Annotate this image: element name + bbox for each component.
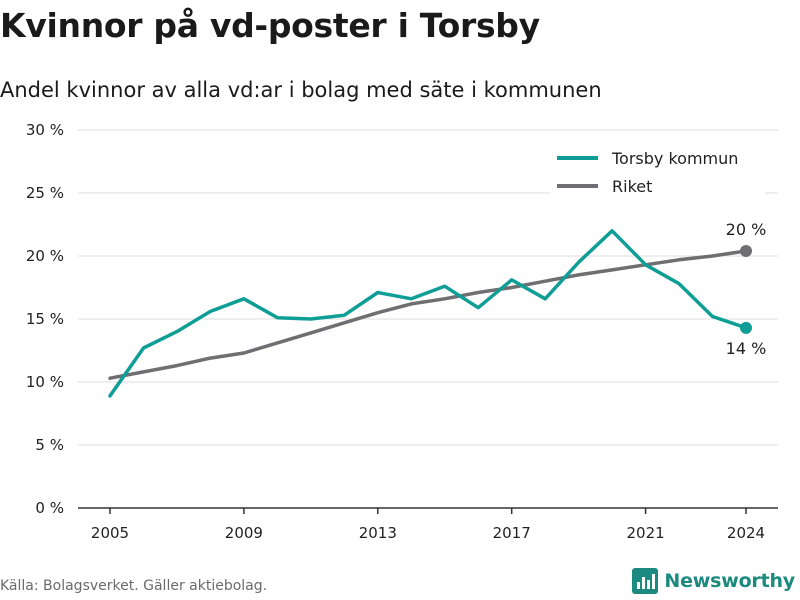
x-tick-label: 2013 — [359, 524, 397, 542]
y-tick-label: 20 % — [26, 247, 64, 265]
y-tick-label: 5 % — [35, 436, 64, 454]
legend-label: Torsby kommun — [611, 149, 738, 168]
legend: Torsby kommun Riket — [550, 142, 765, 198]
grid-lines — [78, 129, 778, 446]
legend-label: Riket — [612, 177, 652, 196]
series-line-riket — [108, 249, 748, 380]
newsworthy-logo-icon — [632, 568, 659, 594]
y-tick-label: 15 % — [26, 310, 64, 328]
x-tick-label: 2017 — [493, 524, 531, 542]
brand-name: Newsworthy — [664, 570, 795, 592]
legend-background — [550, 142, 765, 198]
x-tick-label: 2021 — [626, 524, 664, 542]
y-tick-label: 0 % — [35, 499, 64, 517]
y-axis-tick-labels: 0 % 5 % 10 % 15 % 20 % 25 % 30 % — [26, 121, 64, 517]
series-lines: 20 % 14 % — [108, 220, 767, 398]
series-end-point — [740, 321, 752, 334]
x-tick-label: 2009 — [225, 524, 263, 542]
series-line-torsby — [108, 229, 748, 398]
series-end-label: 14 % — [726, 339, 767, 358]
source-note: Källa: Bolagsverket. Gäller aktiebolag. — [0, 578, 268, 594]
chart-title: Kvinnor på vd-poster i Torsby — [0, 6, 540, 45]
x-axis-ticks: 2005 2009 2013 2017 2021 2024 — [91, 508, 765, 542]
series-end-label: 20 % — [726, 220, 767, 239]
line-chart: 0 %5 %10 %15 %20 %25 %30 % 2005 2009 2013 2… — [26, 121, 778, 542]
y-tick-label: 25 % — [26, 184, 64, 202]
series-end-point — [740, 244, 752, 257]
x-tick-label: 2024 — [727, 524, 765, 542]
x-tick-label: 2005 — [91, 524, 129, 542]
chart-subtitle: Andel kvinnor av alla vd:ar i bolag med … — [0, 78, 602, 102]
brand-logo: Newsworthy — [632, 568, 795, 594]
y-tick-label: 30 % — [26, 121, 64, 139]
y-tick-label: 10 % — [26, 373, 64, 391]
